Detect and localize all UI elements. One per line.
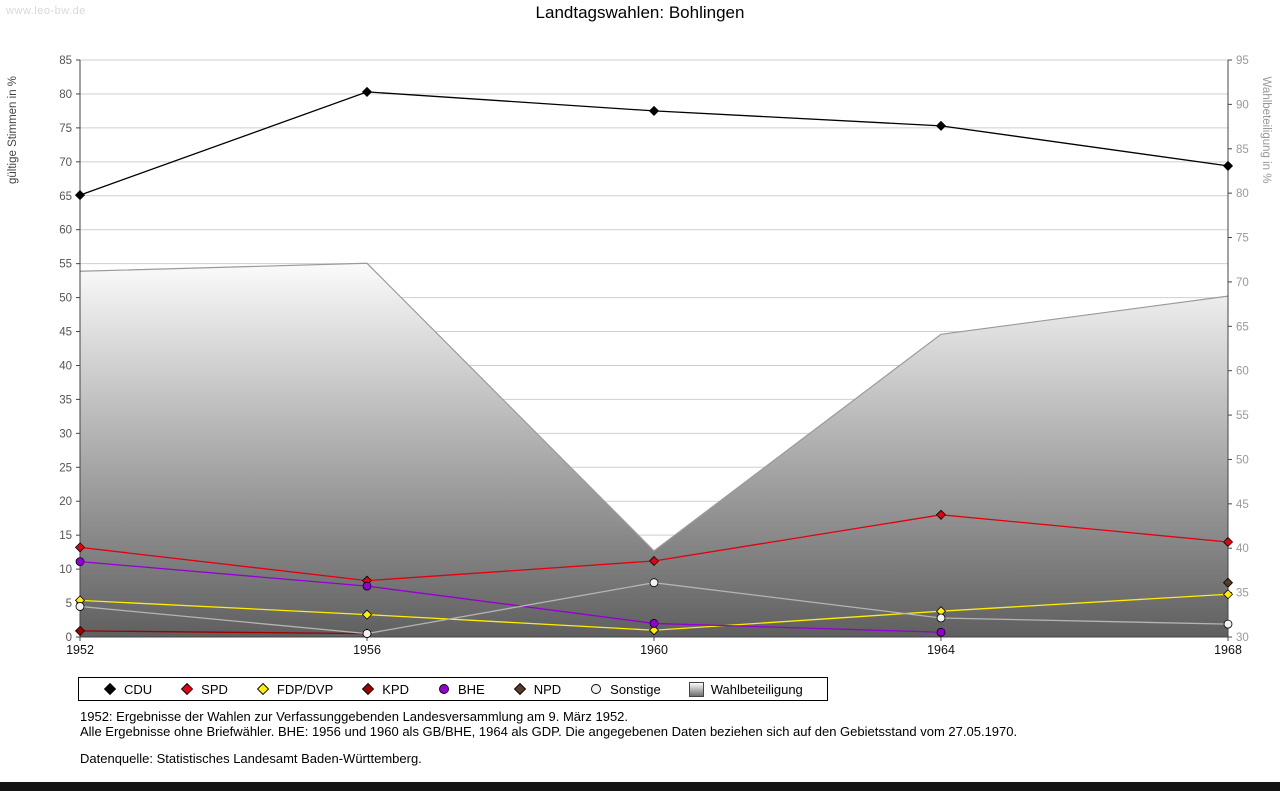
svg-text:60: 60: [59, 225, 72, 237]
svg-text:0: 0: [66, 632, 72, 644]
chart-footnotes: 1952: Ergebnisse der Wahlen zur Verfassu…: [80, 709, 1018, 739]
series-bhe: [75, 557, 946, 637]
footnote-line-1: 1952: Ergebnisse der Wahlen zur Verfassu…: [80, 709, 629, 724]
svg-text:1968: 1968: [1214, 643, 1242, 657]
svg-text:20: 20: [59, 496, 72, 508]
legend-marker-bhe-icon: [439, 684, 449, 694]
data-source-note: Datenquelle: Statistisches Landesamt Bad…: [80, 751, 422, 766]
right-axis-title: Wahlbeteiligung in %: [1260, 77, 1272, 184]
legend-item-wahlbeteiligung: Wahlbeteiligung: [675, 681, 817, 697]
chart-legend: CDU SPD FDP/DVP KPD BHE NPD Sonstige Wahlbeteil…: [78, 677, 828, 701]
legend-label-cdu: CDU: [124, 681, 153, 697]
x-axis-ticks: 1952 1956 1960 1964 1968: [66, 637, 1242, 657]
left-axis-title: gültige Stimmen in %: [7, 76, 19, 184]
svg-text:40: 40: [1236, 543, 1249, 555]
svg-text:75: 75: [1236, 233, 1249, 245]
svg-text:70: 70: [59, 157, 72, 169]
svg-text:80: 80: [1236, 188, 1249, 200]
footnote-line-2: Alle Ergebnisse ohne Briefwähler. BHE: 1…: [80, 723, 1018, 739]
svg-text:50: 50: [1236, 454, 1249, 466]
legend-item-kpd: KPD: [347, 682, 423, 697]
svg-text:1960: 1960: [640, 643, 668, 657]
series-fdp-dvp: [74, 589, 1234, 636]
legend-marker-cdu-icon: [103, 682, 117, 696]
legend-marker-npd-icon: [513, 682, 526, 696]
svg-text:30: 30: [59, 428, 72, 440]
legend-item-spd: SPD: [166, 682, 242, 697]
election-line-chart: 0 5 10 15 20 25 30 35 40 45 50 55 60 65 70 75 80 85 30 35 40…: [7, 55, 1272, 657]
svg-text:80: 80: [59, 89, 72, 101]
series-sonstige: [75, 578, 1233, 639]
legend-label-kpd: KPD: [382, 681, 409, 697]
series-spd: [74, 509, 1234, 586]
legend-marker-kpd-icon: [362, 682, 375, 696]
svg-text:1964: 1964: [927, 643, 955, 657]
bottom-bar: [0, 782, 1280, 791]
legend-label-bhe: BHE: [457, 681, 485, 697]
svg-text:50: 50: [59, 293, 72, 305]
svg-text:35: 35: [1236, 588, 1249, 600]
left-axis-ticks: 0 5 10 15 20 25 30 35 40 45 50 55 60 65 70 75 80 85: [59, 55, 80, 644]
turnout-area-edge: [79, 262, 1229, 552]
svg-text:55: 55: [1236, 410, 1249, 422]
svg-text:5: 5: [66, 598, 72, 610]
right-axis-ticks: 30 35 40 45 50 55 60 65 70 75 80 85 90 95: [1228, 55, 1249, 644]
svg-text:75: 75: [59, 123, 72, 135]
svg-text:65: 65: [59, 191, 72, 203]
legend-label-sonstige: Sonstige: [610, 681, 661, 697]
svg-text:85: 85: [1236, 144, 1249, 156]
svg-text:55: 55: [59, 259, 72, 271]
legend-item-npd: NPD: [499, 682, 575, 697]
legend-label-spd: SPD: [201, 681, 228, 697]
chart-title: Landtagswahlen: Bohlingen: [535, 3, 745, 22]
svg-text:95: 95: [1236, 55, 1249, 67]
legend-marker-spd-icon: [181, 682, 194, 696]
svg-text:1952: 1952: [66, 643, 94, 657]
svg-text:65: 65: [1236, 321, 1249, 333]
svg-text:45: 45: [1236, 499, 1249, 511]
svg-text:70: 70: [1236, 277, 1249, 289]
legend-label-fdp-dvp: FDP/DVP: [276, 681, 334, 697]
legend-marker-fdp-dvp-icon: [256, 682, 270, 696]
legend-marker-sonstige-icon: [591, 684, 602, 694]
turnout-area: [80, 263, 1228, 637]
svg-text:15: 15: [59, 530, 72, 542]
legend-item-fdp-dvp: FDP/DVP: [242, 682, 347, 697]
legend-item-sonstige: Sonstige: [575, 682, 675, 697]
legend-item-bhe: BHE: [423, 682, 499, 697]
site-watermark: www.leo-bw.de: [6, 5, 86, 17]
svg-text:25: 25: [59, 462, 72, 474]
svg-text:30: 30: [1236, 632, 1249, 644]
series-cdu: [74, 86, 1234, 201]
legend-swatch-wahlbeteiligung-icon: [688, 681, 704, 697]
svg-text:1956: 1956: [353, 643, 381, 657]
legend-item-cdu: CDU: [89, 682, 166, 697]
svg-text:85: 85: [59, 55, 72, 67]
svg-text:90: 90: [1236, 99, 1249, 111]
svg-text:45: 45: [59, 327, 72, 339]
svg-text:10: 10: [59, 564, 72, 576]
svg-text:60: 60: [1236, 366, 1249, 378]
legend-label-wahlbeteiligung: Wahlbeteiligung: [710, 681, 803, 697]
series-npd: [1222, 577, 1234, 588]
svg-text:35: 35: [59, 394, 72, 406]
legend-label-npd: NPD: [533, 681, 562, 697]
svg-text:40: 40: [59, 360, 72, 372]
